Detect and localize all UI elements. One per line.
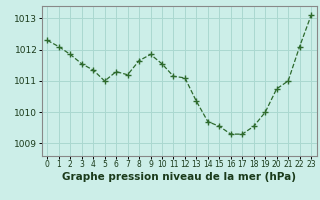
X-axis label: Graphe pression niveau de la mer (hPa): Graphe pression niveau de la mer (hPa) xyxy=(62,172,296,182)
